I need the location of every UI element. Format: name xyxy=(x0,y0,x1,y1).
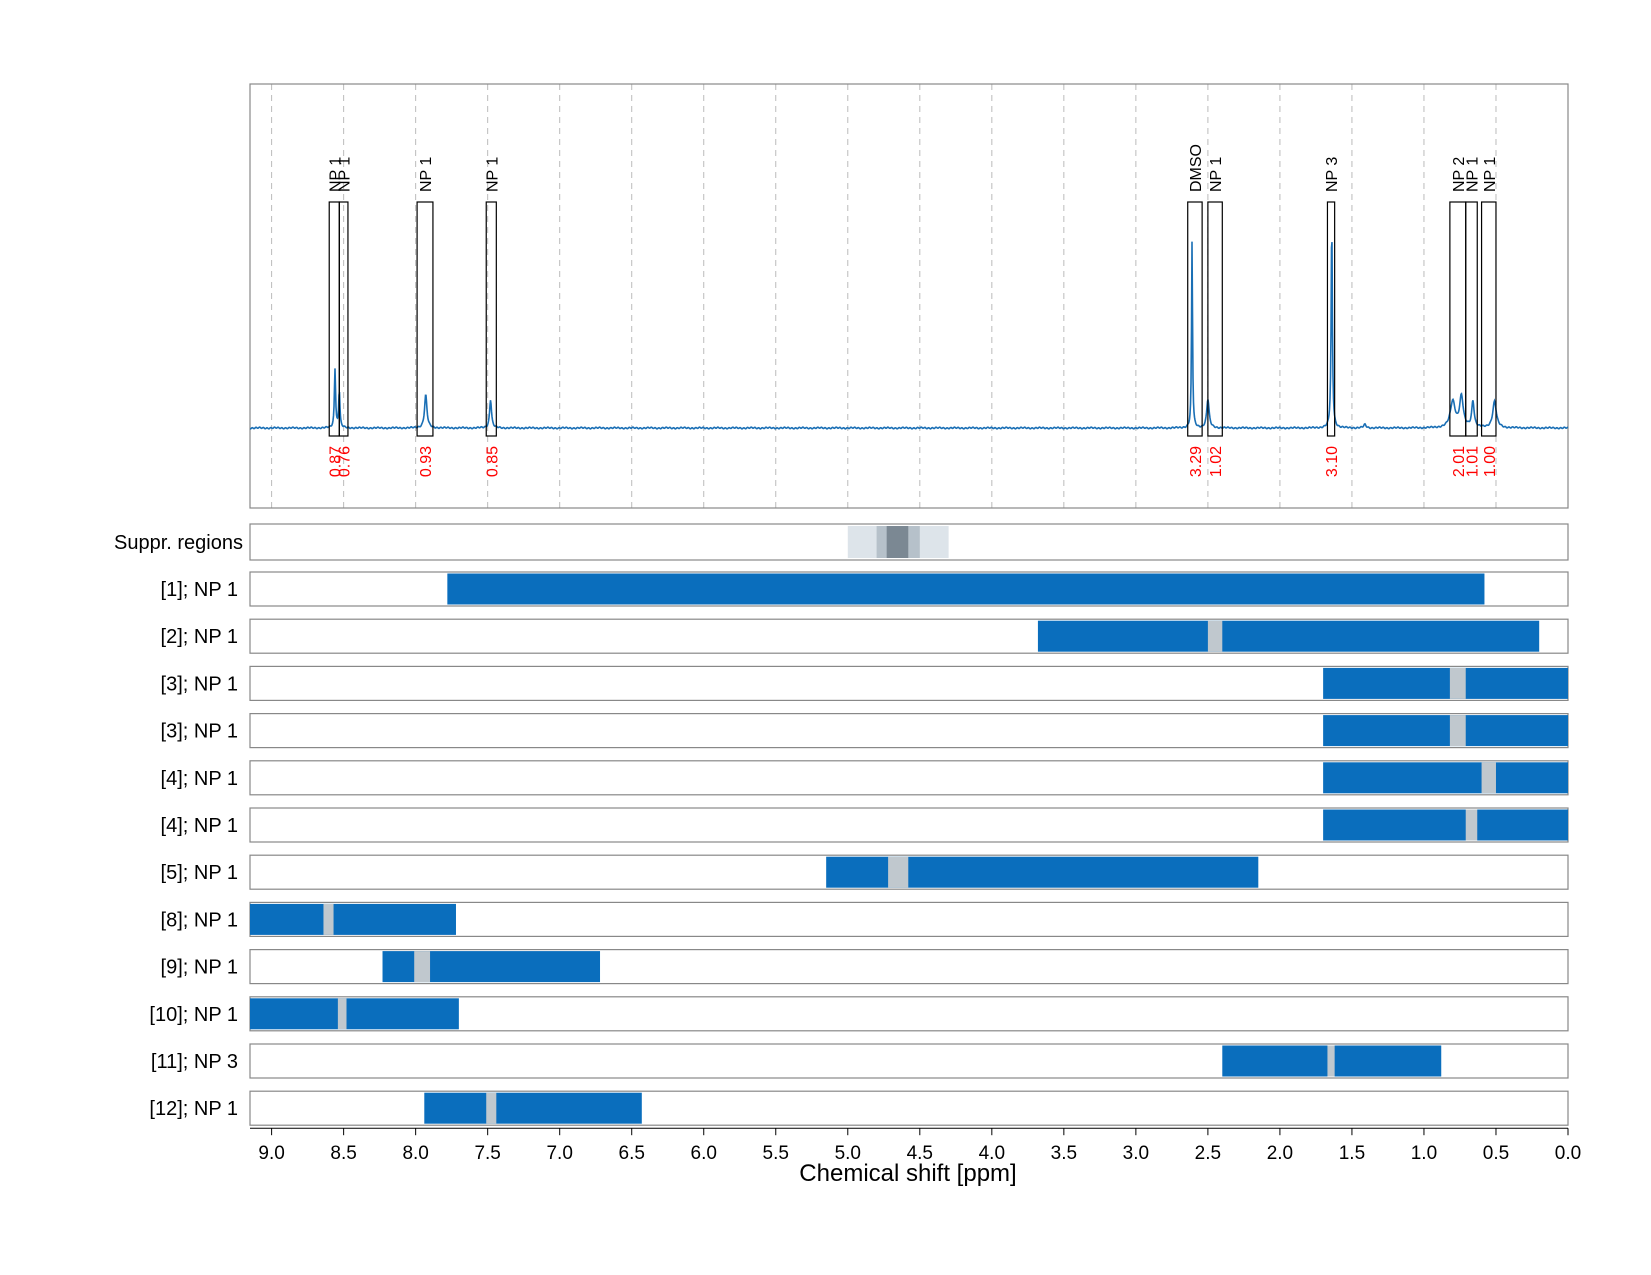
x-tick-label: 0.5 xyxy=(1483,1143,1509,1164)
peak-label: NP 2 xyxy=(1451,157,1468,192)
track-label: [5]; NP 1 xyxy=(161,862,238,884)
x-tick-label: 5.0 xyxy=(835,1143,861,1164)
x-tick-label: 1.5 xyxy=(1339,1143,1365,1164)
track-gap xyxy=(323,903,334,935)
track-gap xyxy=(1207,620,1223,652)
peak-region-box xyxy=(1465,201,1478,437)
suppression-band xyxy=(886,526,909,558)
track-label: [9]; NP 1 xyxy=(161,957,238,979)
track-label: [3]; NP 1 xyxy=(161,673,238,695)
x-axis-label: Chemical shift [ppm] xyxy=(799,1160,1016,1187)
track-gap xyxy=(414,951,431,983)
peak-label: NP 1 xyxy=(327,157,344,192)
peak-region-box xyxy=(1187,201,1203,437)
x-tick-label: 7.5 xyxy=(474,1143,500,1164)
peak-region-box xyxy=(416,201,434,437)
spectrum-frame xyxy=(249,83,1569,509)
track-bar xyxy=(447,573,1485,605)
spectrum-panel: NP 1 0.87 NP 1 0.76 NP 1 0.93 NP 1 0.85 DMSO 3.29… xyxy=(249,83,1569,509)
track-gap xyxy=(486,1092,497,1124)
x-tick-label: 5.5 xyxy=(763,1143,789,1164)
track-label: [12]; NP 1 xyxy=(149,1098,238,1120)
track-gap xyxy=(1481,762,1496,794)
track-label: [2]; NP 1 xyxy=(161,626,238,648)
peak-region-box xyxy=(1480,201,1497,437)
track-bar xyxy=(1323,762,1568,794)
x-tick-label: 9.0 xyxy=(258,1143,284,1164)
integral-value: 1.01 xyxy=(1464,446,1481,477)
peak-region-box xyxy=(338,201,349,437)
peak-region-box xyxy=(485,201,497,437)
track-bar xyxy=(1323,715,1568,747)
track-frame xyxy=(249,901,1569,938)
track-gap xyxy=(1327,1045,1335,1077)
track-label: [11]; NP 3 xyxy=(151,1051,238,1073)
track-bar xyxy=(424,1092,642,1124)
track-bar xyxy=(1037,620,1540,652)
x-tick-label: 2.5 xyxy=(1195,1143,1221,1164)
track-gap xyxy=(888,856,909,888)
peak-label: NP 1 xyxy=(1464,157,1481,192)
track-bar xyxy=(250,903,456,935)
x-tick-label: 3.0 xyxy=(1123,1143,1149,1164)
integral-value: 3.10 xyxy=(1324,446,1341,477)
peak-label: NP 1 xyxy=(418,157,435,192)
track-label: [4]; NP 1 xyxy=(161,768,238,790)
peak-label: NP 3 xyxy=(1324,157,1341,192)
track-frame xyxy=(249,996,1569,1032)
peak-label: NP 1 xyxy=(1482,157,1499,192)
x-tick-label: 1.0 xyxy=(1411,1143,1437,1164)
fit-tracks: [1]; NP 1 [2]; NP 1 [3]; NP 1 [3]; NP 1 [4];… xyxy=(149,571,1569,1126)
integral-value: 0.87 xyxy=(327,446,344,477)
x-axis: 9.0 8.5 8.0 7.5 7.0 6.5 6.0 5.5 5.0 4.5 4.0 3.5 3.0 2… xyxy=(250,1127,1581,1164)
track-gap xyxy=(1465,809,1478,841)
peak-label: NP 1 xyxy=(1208,157,1225,192)
track-gap xyxy=(337,998,347,1030)
x-tick-label: 3.5 xyxy=(1051,1143,1077,1164)
track-label: [1]; NP 1 xyxy=(161,579,238,601)
track-label: [10]; NP 1 xyxy=(149,1004,238,1026)
x-tick-label: 4.5 xyxy=(907,1143,933,1164)
peak-label: NP 1 xyxy=(484,157,501,192)
x-tick-label: 8.5 xyxy=(330,1143,356,1164)
x-tick-label: 4.0 xyxy=(979,1143,1005,1164)
track-bar xyxy=(1323,667,1568,699)
integral-value: 0.93 xyxy=(418,446,435,477)
integral-value: 1.02 xyxy=(1208,446,1225,477)
track-gap xyxy=(1449,715,1466,747)
x-tick-label: 2.0 xyxy=(1267,1143,1293,1164)
grid-lines xyxy=(271,84,1497,508)
suppression-panel: Suppr. regions xyxy=(114,523,1569,561)
integral-value: 3.29 xyxy=(1188,446,1205,477)
peak-label: NP 1 xyxy=(337,157,354,192)
peak-label: DMSO xyxy=(1188,144,1205,192)
x-tick-label: 6.5 xyxy=(619,1143,645,1164)
integral-value: 0.85 xyxy=(484,446,501,477)
track-bar xyxy=(250,998,459,1030)
integral-value: 2.01 xyxy=(1451,446,1468,477)
x-tick-label: 8.0 xyxy=(402,1143,428,1164)
peak-region-box xyxy=(1207,201,1223,437)
suppression-label: Suppr. regions xyxy=(114,532,243,554)
track-gap xyxy=(1449,667,1466,699)
integral-value: 1.00 xyxy=(1482,446,1499,477)
track-label: [3]; NP 1 xyxy=(161,721,238,743)
track-label: [4]; NP 1 xyxy=(161,815,238,837)
track-label: [8]; NP 1 xyxy=(161,909,238,931)
peak-region-box xyxy=(1326,201,1336,437)
x-tick-label: 7.0 xyxy=(546,1143,572,1164)
x-tick-label: 0.0 xyxy=(1555,1143,1581,1164)
x-tick-label: 6.0 xyxy=(691,1143,717,1164)
integral-value: 0.76 xyxy=(337,446,354,477)
track-bar xyxy=(1323,809,1568,841)
spectrum-line xyxy=(249,241,1569,430)
